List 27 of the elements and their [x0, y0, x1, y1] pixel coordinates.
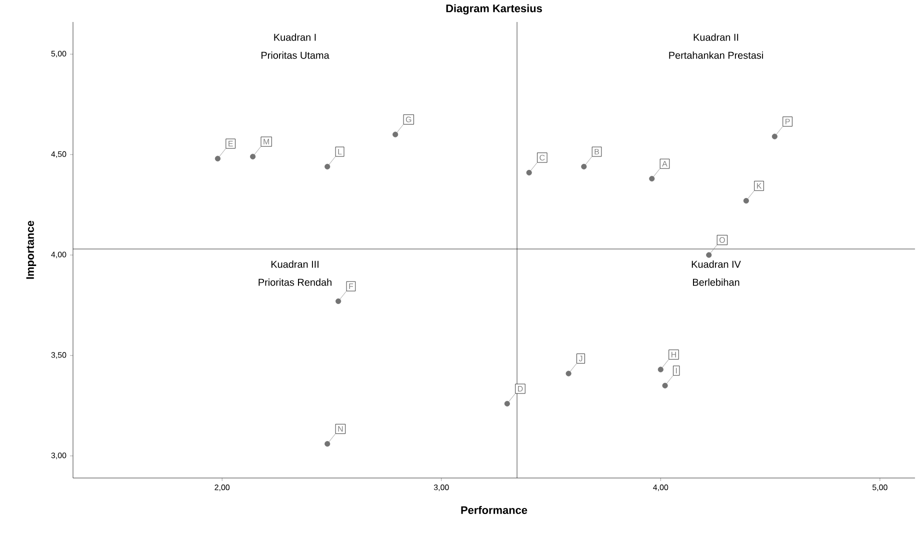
annotation: Prioritas Rendah: [258, 278, 332, 286]
point: [649, 176, 655, 182]
point: [662, 382, 668, 388]
point: [566, 370, 572, 376]
point: [772, 134, 778, 140]
point: [743, 198, 749, 204]
point: [250, 154, 256, 160]
chart-title: Diagram Kartesius: [446, 4, 542, 15]
point: [504, 400, 510, 406]
annotation: Kuadran II: [694, 34, 738, 41]
point: [658, 366, 664, 372]
x-axis-title: Performance: [461, 506, 528, 514]
annotation: Kuadran IV: [692, 260, 741, 268]
annotation: Pertahankan Prestasi: [669, 52, 763, 59]
y-axis-title: Importance: [26, 220, 36, 279]
point: [581, 164, 587, 170]
annotation: Prioritas Utama: [262, 52, 330, 59]
point: [324, 441, 330, 447]
annotation: Berlebihan: [693, 278, 740, 286]
point: [526, 170, 532, 176]
annotation: Kuadran I: [274, 34, 316, 41]
point: [324, 164, 330, 170]
point: [392, 132, 398, 138]
annotation: Kuadran III: [271, 260, 318, 268]
point: [336, 298, 342, 304]
point: [214, 156, 221, 162]
point: [706, 252, 712, 258]
